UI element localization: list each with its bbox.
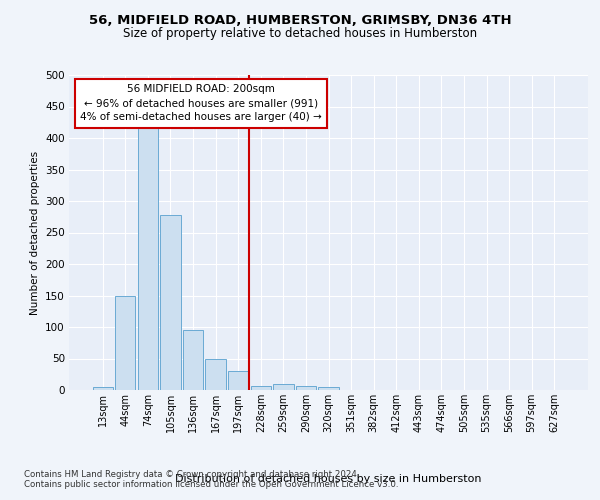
Bar xyxy=(115,296,136,390)
Text: Contains public sector information licensed under the Open Government Licence v3: Contains public sector information licen… xyxy=(24,480,398,489)
Text: Contains HM Land Registry data © Crown copyright and database right 2024.: Contains HM Land Registry data © Crown c… xyxy=(24,470,359,479)
Bar xyxy=(92,387,113,390)
Text: Size of property relative to detached houses in Humberston: Size of property relative to detached ho… xyxy=(123,28,477,40)
Bar xyxy=(296,386,316,390)
Bar xyxy=(228,371,248,390)
Y-axis label: Number of detached properties: Number of detached properties xyxy=(29,150,40,314)
X-axis label: Distribution of detached houses by size in Humberston: Distribution of detached houses by size … xyxy=(175,474,482,484)
Bar xyxy=(205,358,226,390)
Bar xyxy=(273,384,293,390)
Bar xyxy=(319,388,338,390)
Bar xyxy=(183,330,203,390)
Bar xyxy=(251,386,271,390)
Bar xyxy=(138,128,158,390)
Text: 56 MIDFIELD ROAD: 200sqm
← 96% of detached houses are smaller (991)
4% of semi-d: 56 MIDFIELD ROAD: 200sqm ← 96% of detach… xyxy=(80,84,322,122)
Bar xyxy=(160,215,181,390)
Text: 56, MIDFIELD ROAD, HUMBERSTON, GRIMSBY, DN36 4TH: 56, MIDFIELD ROAD, HUMBERSTON, GRIMSBY, … xyxy=(89,14,511,27)
